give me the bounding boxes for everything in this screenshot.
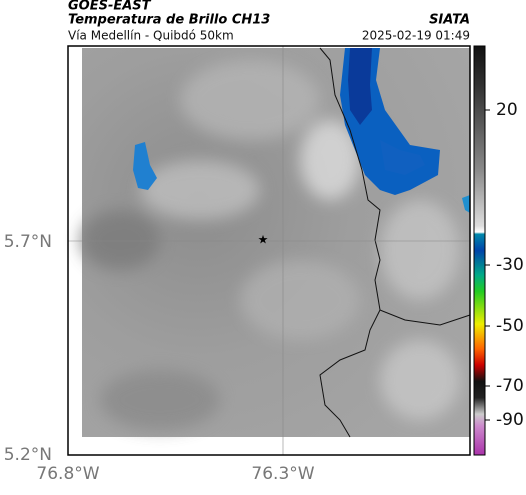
lat-label: 5.2°N [4, 445, 52, 465]
lon-label: 76.8°W [36, 464, 99, 484]
title: GOES-EAST [68, 0, 152, 14]
lon-label: 76.3°W [251, 464, 314, 484]
star-marker: ★ [258, 233, 269, 247]
location: Vía Medellín - Quibdó 50km [68, 29, 234, 43]
subtitle: Temperatura de Brillo CH13 [68, 13, 270, 28]
colorbar-label: 20 [496, 100, 518, 120]
colorbar-label: -90 [496, 410, 524, 430]
colorbar-label: -50 [496, 316, 524, 336]
map: ★ [67, 45, 471, 456]
colorbar-label: -70 [496, 376, 524, 396]
colorbar-label: -30 [496, 255, 524, 275]
source: SIATA [429, 13, 470, 28]
lat-label: 5.7°N [4, 232, 52, 252]
colorbar: 20 -30 -50 -70 -90 [473, 45, 524, 456]
datetime: 2025-02-19 01:49 [362, 29, 470, 43]
